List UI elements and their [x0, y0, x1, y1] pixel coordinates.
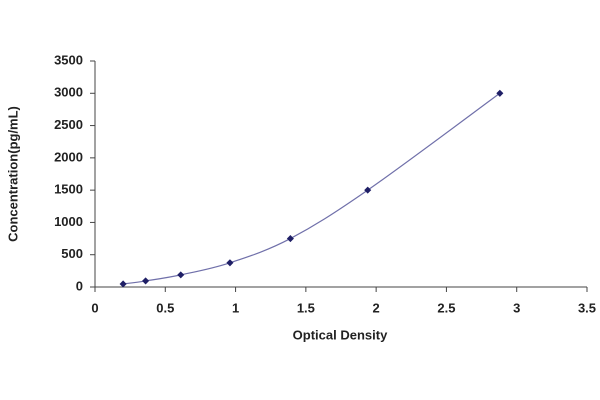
data-point — [177, 271, 185, 279]
y-tick-label: 3000 — [54, 85, 83, 100]
data-point — [364, 186, 372, 194]
fit-curve — [123, 92, 501, 285]
y-tick-label: 2500 — [54, 117, 83, 132]
data-point — [496, 89, 504, 97]
data-point — [286, 235, 294, 243]
x-tick-label: 1.5 — [297, 300, 315, 315]
data-point — [142, 277, 150, 285]
x-tick-label: 0.5 — [156, 300, 174, 315]
x-tick-label: 2.5 — [437, 300, 455, 315]
x-tick-label: 1 — [232, 300, 239, 315]
x-tick-label: 3 — [513, 300, 520, 315]
data-point — [119, 280, 127, 288]
y-tick-label: 0 — [76, 278, 83, 293]
x-tick-label: 2 — [373, 300, 380, 315]
y-tick-label: 3500 — [54, 52, 83, 67]
y-tick-label: 2000 — [54, 149, 83, 164]
x-axis-label: Optical Density — [293, 327, 388, 342]
y-axis-label: Concentration(pg/mL) — [5, 106, 20, 242]
x-tick-label: 0 — [91, 300, 98, 315]
y-tick-label: 1000 — [54, 214, 83, 229]
y-tick-label: 500 — [61, 246, 83, 261]
data-point — [226, 259, 234, 267]
x-tick-label: 3.5 — [578, 300, 596, 315]
y-tick-label: 1500 — [54, 182, 83, 197]
